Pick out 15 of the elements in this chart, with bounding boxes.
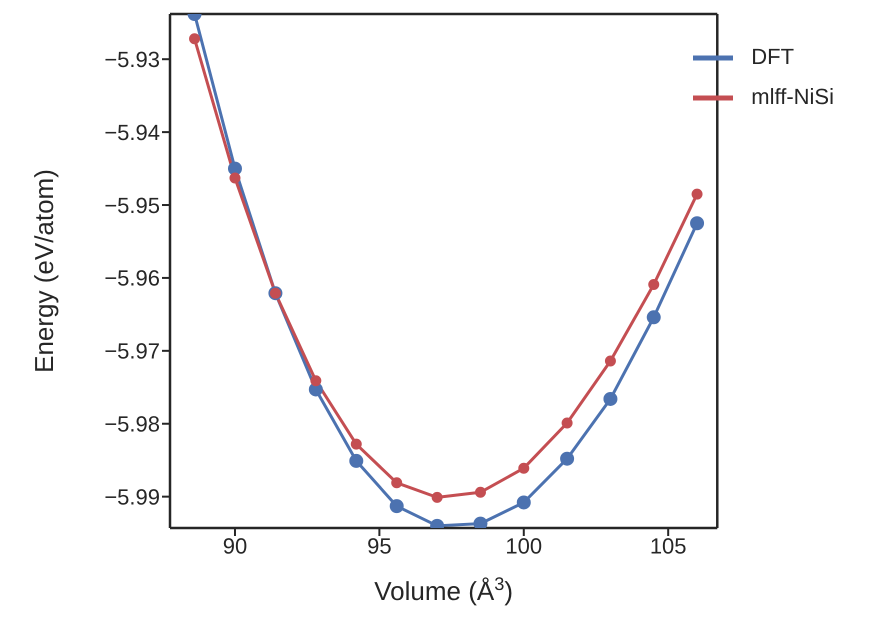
y-tick-label: −5.97	[104, 338, 160, 364]
y-axis-title: Energy (eV/atom)	[28, 169, 59, 373]
x-tick-label: 95	[367, 534, 392, 559]
y-tick-label: −5.93	[104, 47, 160, 72]
legend-label: DFT	[751, 44, 794, 69]
x-axis-title: Volume (Å$^{3}$)	[374, 574, 514, 606]
y-tick-label: −5.95	[104, 192, 160, 218]
x-tick-label: 105	[650, 534, 687, 559]
y-tick-label: −5.96	[104, 266, 160, 291]
y-tick-label: −5.94	[104, 120, 160, 145]
x-tick-label: 90	[222, 534, 248, 559]
legend-label: mlff-NiSi	[751, 84, 834, 109]
y-tick-label: −5.99	[104, 484, 160, 510]
y-tick-label: −5.98	[104, 412, 160, 437]
x-tick-label: 100	[505, 534, 542, 559]
